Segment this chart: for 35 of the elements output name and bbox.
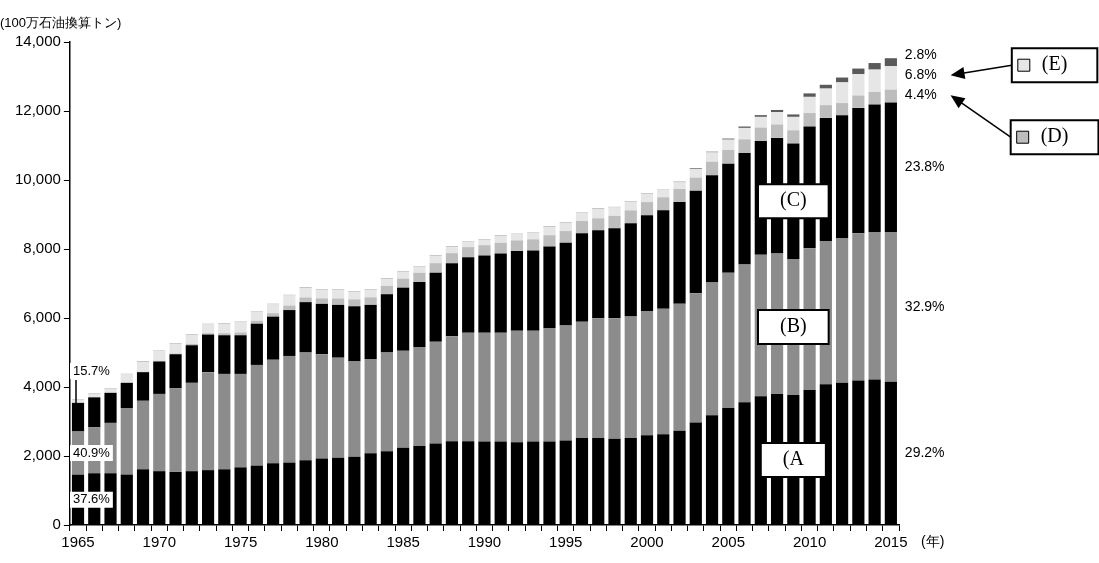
text: 29.2% — [904, 444, 945, 461]
series-label: (C) — [779, 188, 807, 212]
y-axis-title: (100万石油換算トン) — [0, 15, 122, 31]
x-tick-label: 1980 — [305, 533, 339, 551]
y-tick-label: 0 — [52, 515, 61, 533]
x-axis-title: (年) — [921, 532, 945, 549]
annotation: 40.9% — [73, 444, 111, 460]
text: 4.4% — [904, 86, 937, 103]
x-tick-label: 1990 — [467, 533, 502, 551]
y-tick-label: 4,000 — [23, 377, 61, 395]
series-label: (B) — [779, 314, 807, 338]
x-tick-label: 1975 — [223, 533, 258, 551]
x-tick-label: 2000 — [630, 533, 664, 551]
x-tick-label: 1965 — [61, 533, 95, 551]
annotation: 37.6% — [73, 491, 111, 507]
y-tick-label: 6,000 — [23, 308, 61, 326]
y-tick-label: 2,000 — [23, 446, 61, 464]
x-tick-label: 2015 — [874, 533, 908, 551]
x-tick-label: 1970 — [142, 533, 176, 551]
legend-label: (D) — [1040, 124, 1069, 148]
x-tick-label: 2005 — [711, 533, 745, 551]
x-tick-label: 1985 — [386, 533, 420, 551]
legend-label: (E) — [1041, 52, 1068, 76]
y-tick-label: 10,000 — [14, 170, 61, 188]
text: 6.8% — [904, 66, 937, 83]
series-label: (A — [782, 447, 805, 471]
y-tick-label: 14,000 — [14, 32, 61, 50]
x-tick-label: 1995 — [549, 533, 583, 551]
y-tick-label: 12,000 — [14, 101, 61, 119]
y-tick-label: 8,000 — [23, 239, 61, 257]
text: 23.8% — [904, 158, 945, 175]
text: 32.9% — [904, 297, 945, 314]
text: 2.8% — [904, 46, 937, 63]
x-tick-label: 2010 — [792, 533, 827, 551]
annotation: 15.7% — [73, 362, 111, 378]
